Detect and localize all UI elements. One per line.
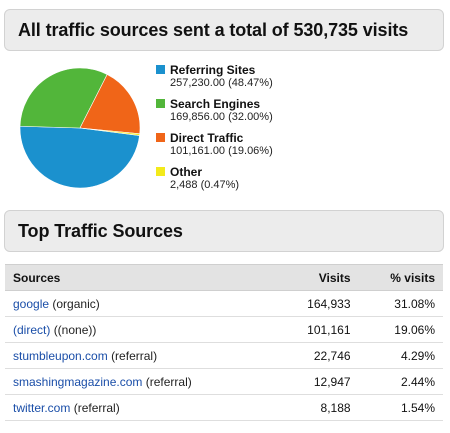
legend-item-other: Other 2,488 (0.47%) — [156, 165, 356, 199]
legend-item-search-engines: Search Engines 169,856.00 (32.00%) — [156, 97, 356, 131]
source-link[interactable]: stumbleupon.com — [13, 348, 108, 363]
legend-value: 169,856.00 (32.00%) — [170, 111, 273, 123]
visits-cell: 12,947 — [275, 368, 359, 395]
column-header-percent-visits[interactable]: % visits — [358, 264, 443, 291]
table-row: smashingmagazine.com (referral) 12,947 2… — [5, 368, 443, 395]
source-medium: (referral) — [111, 348, 158, 363]
table-row: google (organic) 164,933 31.08% — [5, 290, 443, 317]
pie-slice-direct-traffic[interactable] — [79, 74, 141, 135]
percent-visits-cell: 19.06% — [358, 316, 443, 343]
legend-label: Other — [170, 165, 203, 179]
source-cell: twitter.com (referral) — [5, 394, 276, 421]
legend-label: Referring Sites — [170, 63, 256, 77]
pie-slice-search-engines[interactable] — [19, 67, 108, 129]
legend-swatch — [156, 99, 165, 108]
source-medium: ((none)) — [53, 322, 97, 337]
legend-swatch — [156, 65, 165, 74]
source-cell: stumbleupon.com (referral) — [5, 342, 276, 369]
source-cell: google (organic) — [5, 290, 276, 317]
visits-cell: 101,161 — [275, 316, 359, 343]
legend-value: 257,230.00 (48.47%) — [170, 77, 273, 89]
table-row: stumbleupon.com (referral) 22,746 4.29% — [5, 342, 443, 369]
source-cell: smashingmagazine.com (referral) — [5, 368, 276, 395]
pie-legend: Referring Sites 257,230.00 (48.47%) Sear… — [156, 63, 356, 199]
top-sources-table: Sources Visits % visits google (organic)… — [5, 264, 443, 421]
percent-visits-cell: 1.54% — [358, 394, 443, 421]
source-cell: (direct) ((none)) — [5, 316, 276, 343]
source-medium: (referral) — [145, 374, 192, 389]
legend-label: Search Engines — [170, 97, 261, 111]
table-row: twitter.com (referral) 8,188 1.54% — [5, 394, 443, 421]
traffic-pie-chart — [19, 67, 141, 189]
legend-value: 2,488 (0.47%) — [170, 179, 240, 191]
table-row: (direct) ((none)) 101,161 19.06% — [5, 316, 443, 343]
visits-cell: 164,933 — [275, 290, 359, 317]
legend-item-referring-sites: Referring Sites 257,230.00 (48.47%) — [156, 63, 356, 97]
source-link[interactable]: twitter.com — [13, 400, 71, 415]
summary-title: All traffic sources sent a total of 530,… — [18, 19, 409, 40]
legend-swatch — [156, 133, 165, 142]
source-link[interactable]: google — [13, 296, 50, 311]
visits-cell: 8,188 — [275, 394, 359, 421]
summary-header: All traffic sources sent a total of 530,… — [4, 9, 444, 51]
top-sources-header: Top Traffic Sources — [4, 210, 444, 252]
source-link[interactable]: smashingmagazine.com — [13, 374, 143, 389]
percent-visits-cell: 31.08% — [358, 290, 443, 317]
source-medium: (organic) — [52, 296, 100, 311]
top-sources-title: Top Traffic Sources — [18, 220, 183, 241]
source-link[interactable]: (direct) — [13, 322, 51, 337]
legend-item-direct-traffic: Direct Traffic 101,161.00 (19.06%) — [156, 131, 356, 165]
source-medium: (referral) — [73, 400, 120, 415]
column-header-sources[interactable]: Sources — [5, 264, 276, 291]
legend-value: 101,161.00 (19.06%) — [170, 145, 273, 157]
percent-visits-cell: 4.29% — [358, 342, 443, 369]
legend-label: Direct Traffic — [170, 131, 244, 145]
visits-cell: 22,746 — [275, 342, 359, 369]
column-header-visits[interactable]: Visits — [275, 264, 359, 291]
pie-slice-other[interactable] — [79, 127, 141, 136]
legend-swatch — [156, 167, 165, 176]
percent-visits-cell: 2.44% — [358, 368, 443, 395]
pie-slice-referring-sites[interactable] — [19, 125, 140, 189]
table-header-row: Sources Visits % visits — [5, 264, 443, 291]
